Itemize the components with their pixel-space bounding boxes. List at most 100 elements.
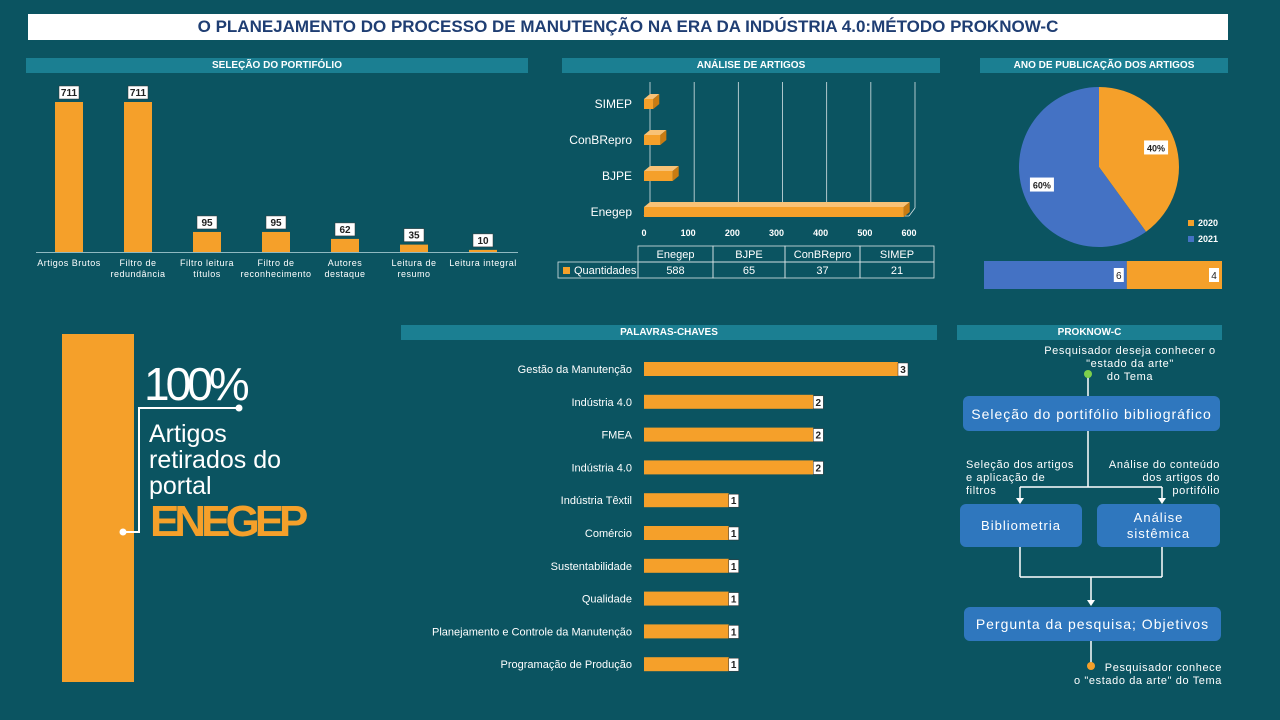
years-heading: ANO DE PUBLICAÇÃO DOS ARTIGOS [980, 58, 1228, 73]
keyword-value: 1 [731, 496, 737, 507]
portfolio-category-label: Leitura de [391, 258, 436, 268]
flow-start-note-line: "estado da arte" [1086, 358, 1174, 370]
keyword-value-box [813, 428, 824, 442]
keyword-label: Indústria Têxtil [561, 495, 632, 507]
keyword-value: 1 [731, 627, 737, 638]
keyword-bar [644, 526, 729, 540]
flow-end-note-line: Pesquisador conhece [1104, 662, 1222, 674]
portfolio-bar [193, 231, 221, 252]
articles-category-label: Enegep [591, 205, 633, 219]
articles-x-tick: 200 [725, 228, 740, 238]
portfolio-value-label-box [196, 215, 218, 230]
flow-connectors [1016, 370, 1166, 670]
articles-legend-label: Quantidades [574, 265, 637, 277]
keyword-label: Planejamento e Controle da Manutenção [432, 626, 632, 638]
portfolio-bar [262, 231, 290, 252]
pie-slice [1099, 87, 1179, 232]
keyword-bar [644, 624, 729, 639]
flow-end-note: Pesquisador conhece o "estado da arte" d… [1050, 662, 1222, 688]
flow-note-right-line: portifólio [1172, 485, 1220, 497]
portfolio-value-label: 95 [201, 218, 213, 229]
articles-bar-top [644, 130, 667, 135]
portfolio-category-label: títulos [193, 269, 221, 279]
flow-start-note-line: do Tema [1106, 371, 1154, 383]
pie-legend-label: 2021 [1198, 234, 1218, 244]
keyword-value: 1 [731, 660, 737, 671]
articles-x-tick: 300 [769, 228, 784, 238]
portfolio-value-label-box [403, 228, 425, 242]
keyword-bar [644, 657, 729, 672]
pie-legend-swatch [1188, 220, 1194, 226]
pie-legend-label: 2020 [1198, 218, 1218, 228]
keyword-value: 1 [731, 529, 737, 540]
articles-x-tick: 600 [901, 228, 916, 238]
flow-box-question: Pergunta da pesquisa; Objetivos [964, 607, 1221, 641]
keyword-label: Indústria 4.0 [571, 397, 632, 409]
portfolio-value-label-box [334, 222, 356, 237]
pie-percent-label: 40% [1147, 143, 1165, 153]
keyword-label: Sustentabilidade [551, 561, 632, 573]
keyword-value: 2 [816, 463, 822, 474]
articles-x-tick: 100 [681, 228, 696, 238]
keyword-value-box [728, 657, 739, 672]
keyword-bar [644, 362, 898, 376]
articles-table-header: BJPE [735, 249, 763, 261]
keyword-label: Programação de Produção [501, 659, 632, 671]
flow-note-left-line: filtros [966, 485, 997, 497]
keyword-bar [644, 558, 729, 573]
articles-heading: ANÁLISE DE ARTIGOS [562, 58, 940, 73]
kpi-percent: 100% [144, 358, 250, 410]
kpi-line-2: retirados do [149, 446, 282, 474]
stacked-bar-label-box [1209, 268, 1219, 282]
articles-bar-side [903, 202, 910, 217]
pie-legend-swatch [1188, 236, 1194, 242]
articles-table-cell [859, 261, 935, 279]
articles-category-label: ConBRepro [569, 133, 632, 147]
portfolio-value-label: 95 [270, 218, 282, 229]
page-title: O PLANEJAMENTO DO PROCESSO DE MANUTENÇÃO… [28, 14, 1228, 40]
keyword-value: 1 [731, 562, 737, 573]
keyword-label: FMEA [601, 430, 632, 442]
keyword-label: Comércio [585, 528, 632, 540]
flow-box-bibliometria: Bibliometria [960, 504, 1082, 547]
flow-note-left-line: Seleção dos artigos [966, 459, 1075, 471]
articles-bar [644, 171, 673, 181]
portfolio-bar [400, 244, 428, 252]
keyword-label: Indústria 4.0 [571, 462, 632, 474]
keyword-label: Gestão da Manutenção [518, 364, 632, 376]
keyword-value-box [728, 625, 739, 639]
articles-table-header: SIMEP [880, 249, 914, 261]
pie-label-box [1029, 177, 1054, 192]
flow-note-right-line: dos artigos do [1142, 472, 1220, 484]
articles-bar-top [644, 166, 679, 171]
articles-x-tick: 400 [813, 228, 828, 238]
portfolio-heading: SELEÇÃO DO PORTIFÓLIO [26, 58, 528, 73]
stacked-bar-label: 4 [1211, 271, 1217, 282]
keywords-chart: Gestão da Manutenção 3 Indústria 4.0 2 FMEA 2… [432, 362, 909, 672]
portfolio-category-label: resumo [397, 269, 430, 279]
articles-table-value: 65 [743, 265, 755, 277]
portfolio-value-label: 62 [339, 225, 351, 236]
kpi-caption: Artigos retirados do portal [149, 421, 281, 499]
portfolio-value-label-box [127, 85, 149, 100]
portfolio-value-label-box [58, 85, 80, 100]
portfolio-bar [55, 102, 83, 252]
stacked-bar-segment [1126, 261, 1222, 289]
kpi-bar [62, 334, 134, 682]
articles-table-value: 21 [891, 265, 903, 277]
pie-slice [1019, 87, 1147, 247]
keyword-value: 3 [900, 365, 906, 376]
keyword-bar [644, 591, 729, 606]
portfolio-value-label: 711 [130, 88, 147, 99]
articles-legend-swatch [563, 267, 570, 274]
keyword-value-box [728, 592, 739, 606]
articles-x-tick: 0 [641, 228, 646, 238]
articles-bar-top [644, 202, 910, 207]
portfolio-category-label: Filtro de [257, 258, 294, 268]
flow-box-analise: Análise sistêmica [1097, 504, 1220, 547]
portfolio-category-label: Leitura integral [449, 258, 517, 268]
portfolio-category-label: destaque [324, 269, 365, 279]
portfolio-bar [331, 238, 359, 252]
keyword-label: Qualidade [582, 594, 632, 606]
